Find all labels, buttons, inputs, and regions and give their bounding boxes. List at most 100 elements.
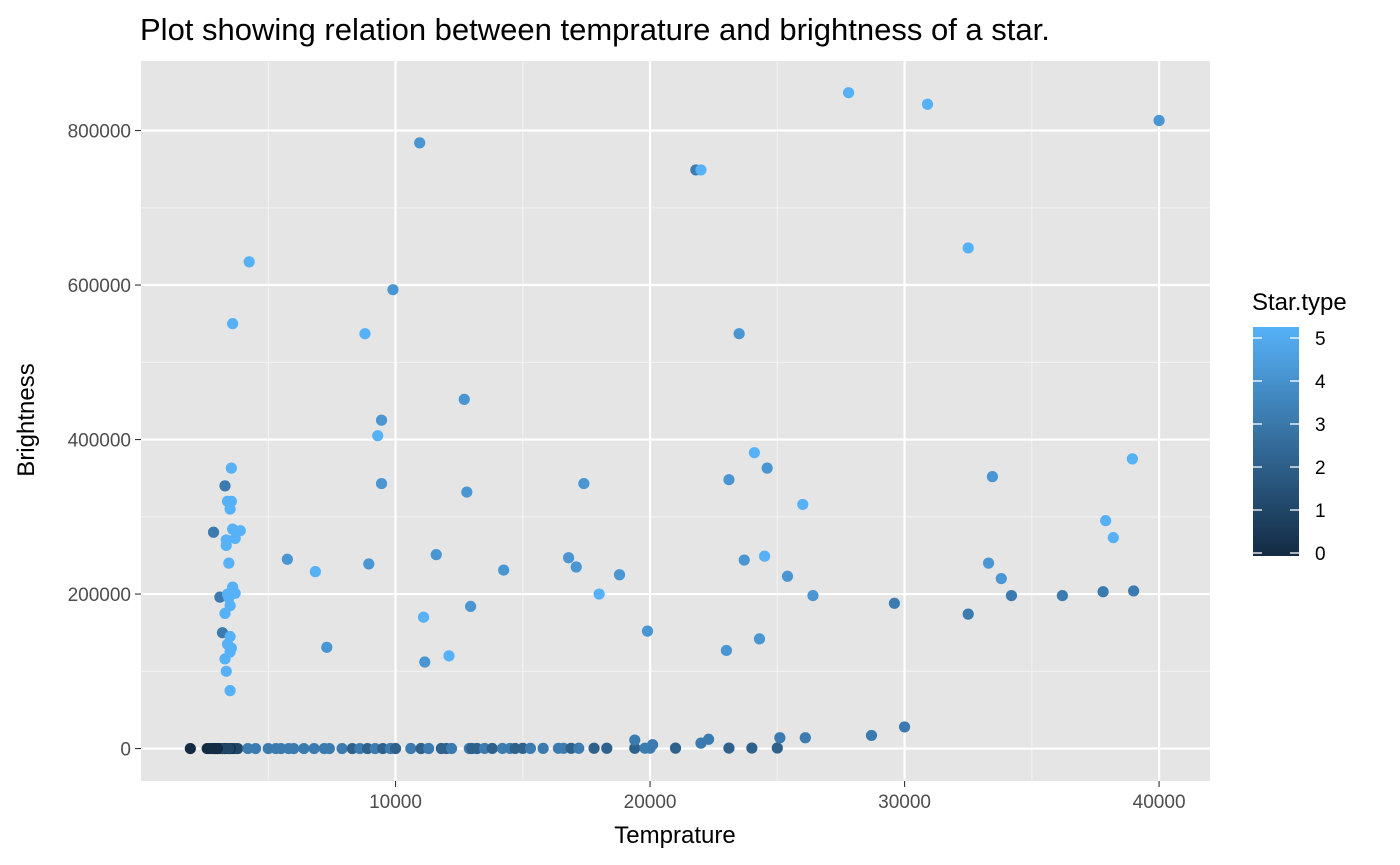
- data-point: [865, 729, 878, 742]
- data-point: [234, 525, 246, 537]
- data-point: [321, 641, 333, 653]
- data-point: [219, 607, 231, 619]
- x-tick-label: 40000: [1133, 792, 1186, 813]
- data-point: [281, 553, 293, 565]
- data-point: [249, 742, 262, 755]
- data-point: [771, 742, 783, 754]
- data-point: [445, 742, 458, 755]
- minor-gridlines: [141, 61, 1210, 781]
- data-point: [962, 242, 974, 254]
- data-point: [807, 589, 819, 602]
- data-point: [781, 570, 794, 582]
- x-tick-label: 30000: [878, 792, 931, 813]
- y-tick-label: 400000: [68, 431, 131, 452]
- data-point: [888, 597, 900, 609]
- data-point: [309, 566, 321, 578]
- data-point: [748, 447, 761, 459]
- data-point: [225, 462, 237, 474]
- x-axis-title: Temprature: [614, 822, 735, 849]
- data-point: [733, 328, 745, 340]
- legend-ticks: 0 1 2 3 4 5: [1253, 329, 1326, 565]
- data-point: [962, 608, 974, 620]
- data-point: [220, 665, 232, 677]
- data-point: [389, 742, 402, 755]
- y-tick-label: 600000: [68, 276, 131, 297]
- data-point: [758, 550, 771, 562]
- legend-tick-label: 4: [1315, 372, 1326, 393]
- data-point: [570, 561, 582, 573]
- data-point: [898, 721, 911, 733]
- legend-title: Star.type: [1252, 289, 1347, 316]
- data-point: [774, 732, 786, 744]
- data-point: [753, 633, 766, 645]
- y-tick-label: 800000: [68, 122, 131, 143]
- data-point: [375, 414, 388, 426]
- data-points: [184, 87, 1165, 755]
- data-point: [1107, 532, 1119, 544]
- data-point: [613, 569, 626, 581]
- data-point: [1100, 515, 1112, 527]
- plot-panel: [141, 61, 1210, 781]
- data-point: [308, 742, 320, 755]
- data-point: [641, 625, 654, 637]
- data-point: [323, 742, 335, 755]
- legend-colorbar: [1253, 327, 1299, 556]
- data-point: [797, 498, 809, 511]
- data-point: [537, 742, 549, 754]
- data-point: [995, 572, 1007, 585]
- data-point: [288, 742, 300, 755]
- data-point: [986, 471, 998, 483]
- data-point: [578, 477, 590, 490]
- data-point: [423, 742, 435, 755]
- data-point: [593, 588, 605, 600]
- major-gridlines: [141, 61, 1210, 781]
- data-point: [738, 554, 750, 566]
- data-point: [298, 742, 310, 755]
- data-point: [601, 742, 613, 754]
- data-point: [723, 474, 735, 486]
- data-point: [723, 742, 735, 754]
- color-legend: Star.type 0 1 2 3 4 5: [1252, 289, 1347, 565]
- data-point: [1005, 589, 1018, 602]
- data-point: [225, 495, 237, 507]
- data-point: [219, 653, 231, 665]
- data-point: [372, 430, 384, 442]
- data-point: [223, 742, 235, 755]
- legend-tick-label: 2: [1315, 458, 1326, 479]
- data-point: [629, 734, 641, 746]
- data-point: [375, 477, 388, 490]
- data-point: [720, 644, 733, 657]
- data-point: [207, 526, 220, 538]
- data-point: [1056, 589, 1068, 602]
- data-point: [465, 600, 477, 613]
- y-axis-title: Brightness: [13, 363, 40, 476]
- y-tick-label: 0: [120, 740, 131, 761]
- data-point: [430, 549, 442, 561]
- data-point: [417, 611, 430, 623]
- data-point: [220, 534, 232, 546]
- data-point: [461, 486, 473, 498]
- data-point: [224, 685, 236, 697]
- data-point: [921, 98, 934, 110]
- data-point: [646, 739, 659, 751]
- data-point: [359, 328, 371, 340]
- y-tick-label: 200000: [68, 585, 131, 606]
- data-point: [573, 742, 585, 754]
- data-point: [486, 742, 498, 755]
- legend-tick-label: 3: [1315, 415, 1326, 436]
- data-point: [1126, 453, 1138, 465]
- x-axis: 10000 20000 30000 40000: [369, 781, 1186, 813]
- data-point: [563, 552, 575, 564]
- data-point: [243, 256, 255, 268]
- data-point: [695, 164, 707, 176]
- data-point: [746, 742, 758, 754]
- data-point: [184, 742, 196, 755]
- data-point: [211, 742, 223, 755]
- data-point: [1097, 586, 1109, 598]
- data-point: [387, 284, 399, 296]
- data-point: [227, 318, 239, 330]
- data-point: [419, 656, 431, 668]
- y-axis: 0 200000 400000 600000 800000: [68, 122, 141, 761]
- data-point: [842, 87, 855, 99]
